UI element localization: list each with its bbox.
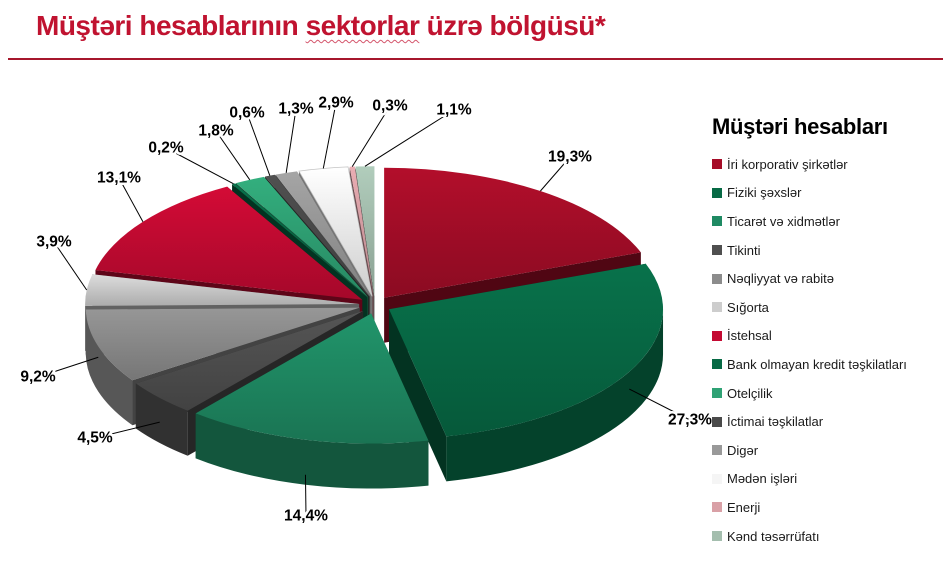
slice-label: 3,9%	[36, 234, 72, 251]
legend-item-label: Enerji	[727, 499, 761, 515]
legend-items: İri korporativ şirkətlər Fiziki şəxslər Ti…	[712, 150, 947, 550]
slice-label-leader	[165, 147, 234, 185]
slice-label: 27,3%	[668, 412, 712, 429]
legend-item-label: Mədən işləri	[727, 471, 798, 487]
legend-item-label: Digər	[727, 442, 759, 458]
legend-item: Nəqliyyat və rabitə	[712, 264, 947, 293]
slice-label: 0,3%	[372, 98, 408, 115]
legend-item: İstehsal	[712, 322, 947, 351]
pie-slice	[355, 166, 375, 297]
pie-slice	[135, 310, 364, 411]
legend-swatch	[712, 159, 722, 170]
legend-swatch	[712, 416, 722, 427]
legend-swatch	[712, 273, 722, 284]
legend-item-label: Tikinti	[727, 242, 761, 258]
legend-swatch	[712, 216, 722, 227]
legend-item-label: İri korporativ şirkətlər	[727, 156, 848, 172]
legend-swatch	[712, 388, 722, 399]
slice-label-leader	[364, 109, 455, 167]
pie-slice	[265, 174, 370, 297]
slice-label: 9,2%	[20, 369, 56, 386]
legend-item: Sığorta	[712, 293, 947, 322]
pie-slice	[95, 186, 363, 300]
slice-label-leader	[540, 156, 571, 192]
legend-item: Mədən işləri	[712, 465, 947, 494]
slice-label: 1,1%	[436, 102, 472, 119]
slice-label-leader	[215, 130, 251, 181]
legend-item-label: Ticarət və xidmətlər	[727, 213, 840, 229]
slice-label-leader	[285, 108, 297, 173]
pie-slice	[235, 176, 369, 298]
pie-slice	[195, 313, 429, 444]
slice-label-leader	[629, 388, 691, 421]
legend-swatch	[712, 359, 722, 370]
pie-slice	[384, 167, 641, 298]
pie-slice-cut-face	[389, 309, 447, 482]
page-title-squiggle-word: sektorlar	[305, 10, 420, 41]
slice-label-leader	[94, 421, 160, 439]
legend-title: Müştəri hesabları	[712, 114, 888, 139]
legend-item: Tikinti	[712, 236, 947, 265]
legend-swatch	[712, 445, 722, 456]
legend-item-label: Otelçilik	[727, 385, 773, 401]
legend-swatch	[712, 473, 722, 484]
pie-slice	[389, 263, 664, 437]
legend-item: İri korporativ şirkətlər	[712, 150, 947, 179]
slice-label-leader	[53, 241, 88, 291]
legend-item: Otelçilik	[712, 379, 947, 408]
pie-slice	[85, 274, 360, 306]
slice-label: 14,4%	[284, 508, 328, 525]
page-title-post: üzrə bölgüsü*	[419, 10, 606, 41]
slice-label-leader	[322, 102, 337, 169]
slice-label-leader	[37, 356, 99, 378]
legend-swatch	[712, 187, 722, 198]
legend-item-label: Nəqliyyat və rabitə	[727, 271, 834, 287]
pie-slice	[349, 166, 374, 297]
legend-swatch	[712, 245, 722, 256]
pie-slice	[275, 171, 371, 297]
legend-item-label: Sığorta	[727, 299, 769, 315]
slice-label: 4,5%	[77, 430, 113, 447]
legend-swatch	[712, 502, 722, 513]
pie-slice-wall	[446, 309, 664, 482]
legend-item: Bank olmayan kredit təşkilatları	[712, 350, 947, 379]
legend-item: Kənd təsərrüfatı	[712, 522, 947, 551]
legend-item: İctimai təşkilatlar	[712, 407, 947, 436]
legend-item: Digər	[712, 436, 947, 465]
legend-item-label: İstehsal	[727, 328, 772, 344]
pie-slice-wall	[135, 383, 188, 456]
legend-item: Ticarət və xidmətlər	[712, 207, 947, 236]
legend-item: Enerji	[712, 493, 947, 522]
slice-label-leader	[304, 474, 307, 517]
slice-label: 19,3%	[548, 149, 592, 166]
legend-item-label: Bank olmayan kredit təşkilatları	[727, 356, 907, 372]
slice-label-leader	[118, 177, 144, 223]
slice-label: 2,9%	[318, 95, 354, 112]
slice-label: 1,8%	[198, 123, 234, 140]
title-divider	[8, 58, 943, 60]
slice-label: 0,6%	[229, 105, 265, 122]
slice-label: 13,1%	[97, 170, 141, 187]
pie-slice	[85, 307, 360, 381]
legend-item: Fiziki şəxslər	[712, 179, 947, 208]
slice-label: 0,2%	[148, 140, 184, 157]
pie-slice-wall	[85, 309, 133, 426]
pie-slice	[232, 183, 368, 298]
legend-item-label: Kənd təsərrüfatı	[727, 528, 820, 544]
legend-swatch	[712, 531, 722, 542]
pie-slice	[298, 166, 373, 297]
slice-label-leader	[351, 105, 391, 167]
page-title-pre: Müştəri hesablarının	[36, 10, 306, 41]
page-title: Müştəri hesablarının sektorlar üzrə bölg…	[36, 10, 606, 42]
slice-label: 1,3%	[278, 101, 314, 118]
slice-label-leader	[246, 112, 271, 176]
legend-swatch	[712, 330, 722, 341]
legend-swatch	[712, 302, 722, 313]
legend-item-label: İctimai təşkilatlar	[727, 414, 824, 430]
pie-slice-wall	[195, 413, 429, 489]
chart-legend: Müştəri hesabları İri korporativ şirkətl…	[712, 114, 947, 550]
legend-item-label: Fiziki şəxslər	[727, 185, 802, 201]
